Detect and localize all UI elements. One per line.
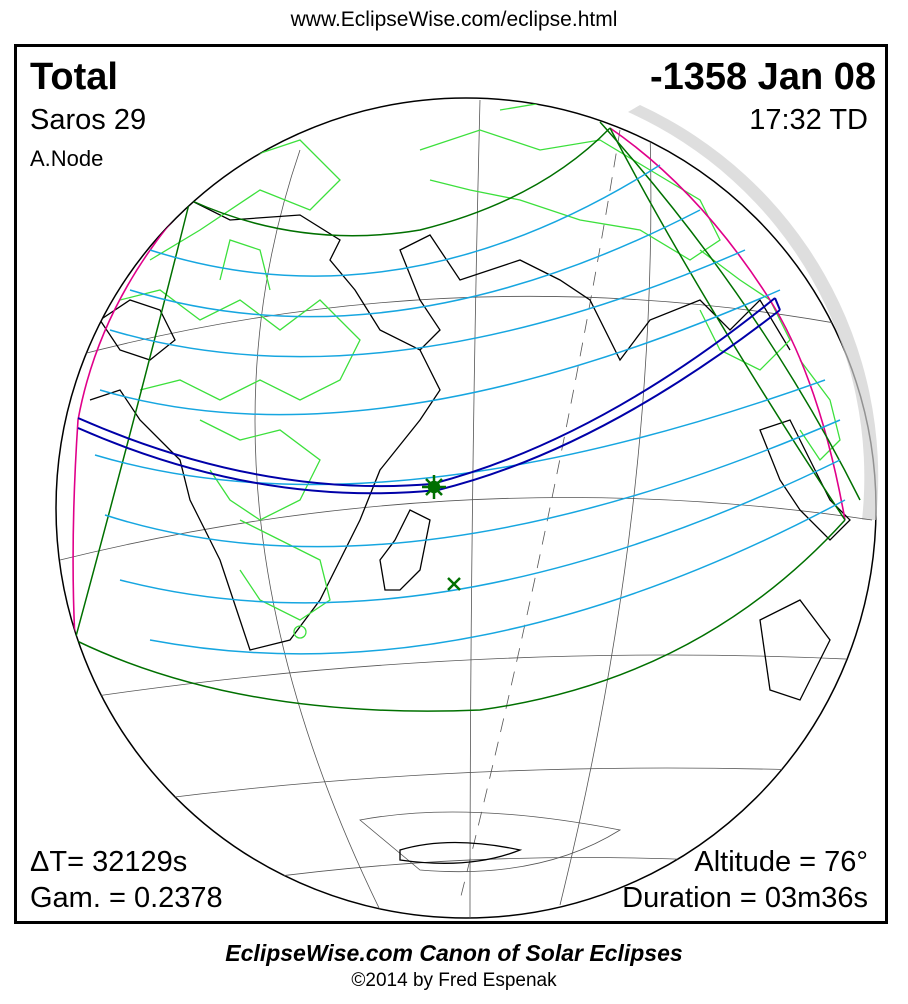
delta-t: ΔT= 32129s [30, 846, 188, 878]
gamma-value: Gam. = 0.2378 [30, 882, 223, 914]
map-frame [14, 44, 888, 924]
totality-duration: Duration = 03m36s [622, 882, 868, 914]
globe [55, 97, 877, 919]
node-label: A.Node [30, 146, 104, 171]
source-url: www.EclipseWise.com/eclipse.html [290, 8, 618, 31]
saros-number: Saros 29 [30, 104, 147, 136]
eclipse-type: Total [30, 56, 118, 98]
eclipse-curves [94, 164, 846, 655]
eclipse-time: 17:32 TD [749, 104, 868, 136]
greatest-eclipse-marker [422, 475, 446, 499]
night-shading [628, 105, 879, 520]
eclipse-date: -1358 Jan 08 [649, 56, 876, 98]
copyright: ©2014 by Fred Espenak [351, 970, 557, 991]
coastlines [89, 199, 851, 864]
sun-altitude: Altitude = 76° [694, 846, 868, 878]
subsolar-point-marker [447, 577, 461, 591]
canon-title: EclipseWise.com Canon of Solar Eclipses [225, 940, 683, 966]
